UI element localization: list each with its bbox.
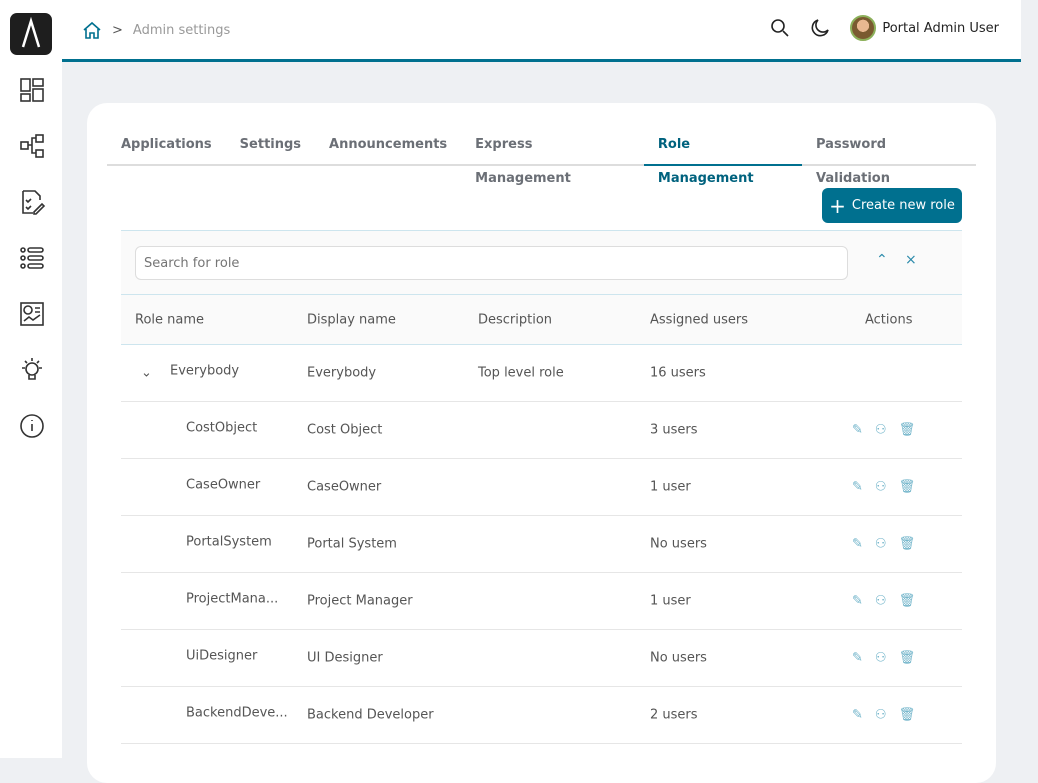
- display-name: Project Manager: [307, 593, 413, 609]
- plus-icon: +: [829, 193, 846, 218]
- logo[interactable]: [10, 13, 52, 55]
- tab-settings[interactable]: Settings: [239, 137, 302, 152]
- table-row[interactable]: PortalSystem Portal System No users ✎ ⚇ …: [121, 516, 962, 573]
- table-row[interactable]: ⌄ Everybody Everybody Top level role 16 …: [121, 345, 962, 402]
- table-header: Role name Display name Description Assig…: [121, 295, 962, 345]
- assigned-users: 16 users: [650, 365, 706, 381]
- edit-icon[interactable]: ✎: [852, 479, 863, 495]
- delete-icon[interactable]: 🗑: [898, 650, 916, 666]
- task-icon[interactable]: [18, 188, 46, 216]
- edit-icon[interactable]: ✎: [852, 536, 863, 552]
- description: Top level role: [478, 365, 564, 381]
- delete-icon[interactable]: 🗑: [898, 707, 916, 723]
- edit-icon[interactable]: ✎: [852, 422, 863, 438]
- role-name: UiDesigner: [186, 648, 258, 664]
- dashboard-icon[interactable]: [18, 76, 46, 104]
- table-toolbar: ⌃ ×: [121, 230, 962, 295]
- assigned-users: 1 user: [650, 479, 691, 495]
- col-actions: Actions: [865, 312, 913, 327]
- search-input[interactable]: [135, 246, 848, 280]
- assigned-users: No users: [650, 650, 707, 666]
- col-role-name: Role name: [135, 312, 205, 327]
- assigned-users: No users: [650, 536, 707, 552]
- info-icon[interactable]: [18, 412, 46, 440]
- tab-announcements[interactable]: Announcements: [329, 137, 448, 152]
- breadcrumb: > Admin settings: [82, 20, 230, 40]
- assigned-users: 3 users: [650, 422, 698, 438]
- assign-users-icon[interactable]: ⚇: [874, 479, 887, 495]
- role-name: BackendDeve...: [186, 705, 288, 721]
- table-row[interactable]: CostObject Cost Object 3 users ✎ ⚇ 🗑: [121, 402, 962, 459]
- assign-users-icon[interactable]: ⚇: [874, 650, 887, 666]
- edit-icon[interactable]: ✎: [852, 707, 863, 723]
- edit-icon[interactable]: ✎: [852, 593, 863, 609]
- avatar: [850, 15, 877, 41]
- edit-icon[interactable]: ✎: [852, 650, 863, 666]
- user-name: Portal Admin User: [882, 20, 999, 36]
- display-name: Everybody: [307, 365, 377, 381]
- role-name: CaseOwner: [186, 477, 261, 493]
- display-name: Backend Developer: [307, 707, 434, 723]
- idea-icon[interactable]: [18, 356, 46, 384]
- breadcrumb-current: Admin settings: [132, 22, 231, 38]
- col-display-name: Display name: [307, 312, 396, 327]
- assigned-users: 2 users: [650, 707, 698, 723]
- tab-express-management[interactable]: Express Management: [475, 137, 571, 186]
- display-name: UI Designer: [307, 650, 383, 666]
- role-name: ProjectMana...: [186, 591, 279, 607]
- table-row[interactable]: CaseOwner CaseOwner 1 user ✎ ⚇ 🗑: [121, 459, 962, 516]
- assign-users-icon[interactable]: ⚇: [874, 536, 887, 552]
- process-icon[interactable]: [18, 132, 46, 160]
- table-row[interactable]: UiDesigner UI Designer No users ✎ ⚇ 🗑: [121, 630, 962, 687]
- statistics-icon[interactable]: [18, 300, 46, 328]
- col-description: Description: [478, 312, 553, 327]
- delete-icon[interactable]: 🗑: [898, 593, 916, 609]
- table-row[interactable]: ProjectMana... Project Manager 1 user ✎ …: [121, 573, 962, 630]
- chevron-down-icon[interactable]: ⌄: [141, 365, 152, 381]
- tab-password-validation[interactable]: Password Validation: [816, 137, 890, 186]
- tab-role-management[interactable]: Role Management: [643, 128, 802, 186]
- search-icon[interactable]: [770, 18, 790, 38]
- assign-users-icon[interactable]: ⚇: [874, 593, 887, 609]
- display-name: Portal System: [307, 536, 397, 552]
- delete-icon[interactable]: 🗑: [898, 536, 916, 552]
- col-assigned-users: Assigned users: [650, 312, 749, 327]
- assign-users-icon[interactable]: ⚇: [874, 422, 887, 438]
- delete-icon[interactable]: 🗑: [898, 479, 916, 495]
- collapse-all-icon[interactable]: ×: [905, 252, 917, 268]
- display-name: CaseOwner: [307, 479, 382, 495]
- admin-card: Applications Settings Announcements Expr…: [87, 103, 996, 783]
- chevron-right-icon: >: [112, 22, 123, 38]
- role-name: PortalSystem: [186, 534, 272, 550]
- assign-users-icon[interactable]: ⚇: [874, 707, 887, 723]
- role-name: CostObject: [186, 420, 258, 436]
- list-icon[interactable]: [18, 244, 46, 272]
- user-menu[interactable]: Portal Admin User: [850, 15, 999, 41]
- home-icon[interactable]: [82, 20, 102, 40]
- sidebar: [0, 0, 62, 758]
- assigned-users: 1 user: [650, 593, 691, 609]
- top-bar: > Admin settings Portal Admin User: [62, 0, 1021, 62]
- tab-bar: Applications Settings Announcements Expr…: [107, 128, 976, 186]
- tab-applications[interactable]: Applications: [121, 137, 212, 152]
- delete-icon[interactable]: 🗑: [898, 422, 916, 438]
- dark-mode-icon[interactable]: [810, 18, 830, 38]
- create-role-button[interactable]: + Create new role: [822, 188, 962, 223]
- display-name: Cost Object: [307, 422, 383, 438]
- expand-all-icon[interactable]: ⌃: [876, 252, 888, 268]
- table-row[interactable]: BackendDeve... Backend Developer 2 users…: [121, 687, 962, 744]
- role-name: Everybody: [170, 363, 240, 379]
